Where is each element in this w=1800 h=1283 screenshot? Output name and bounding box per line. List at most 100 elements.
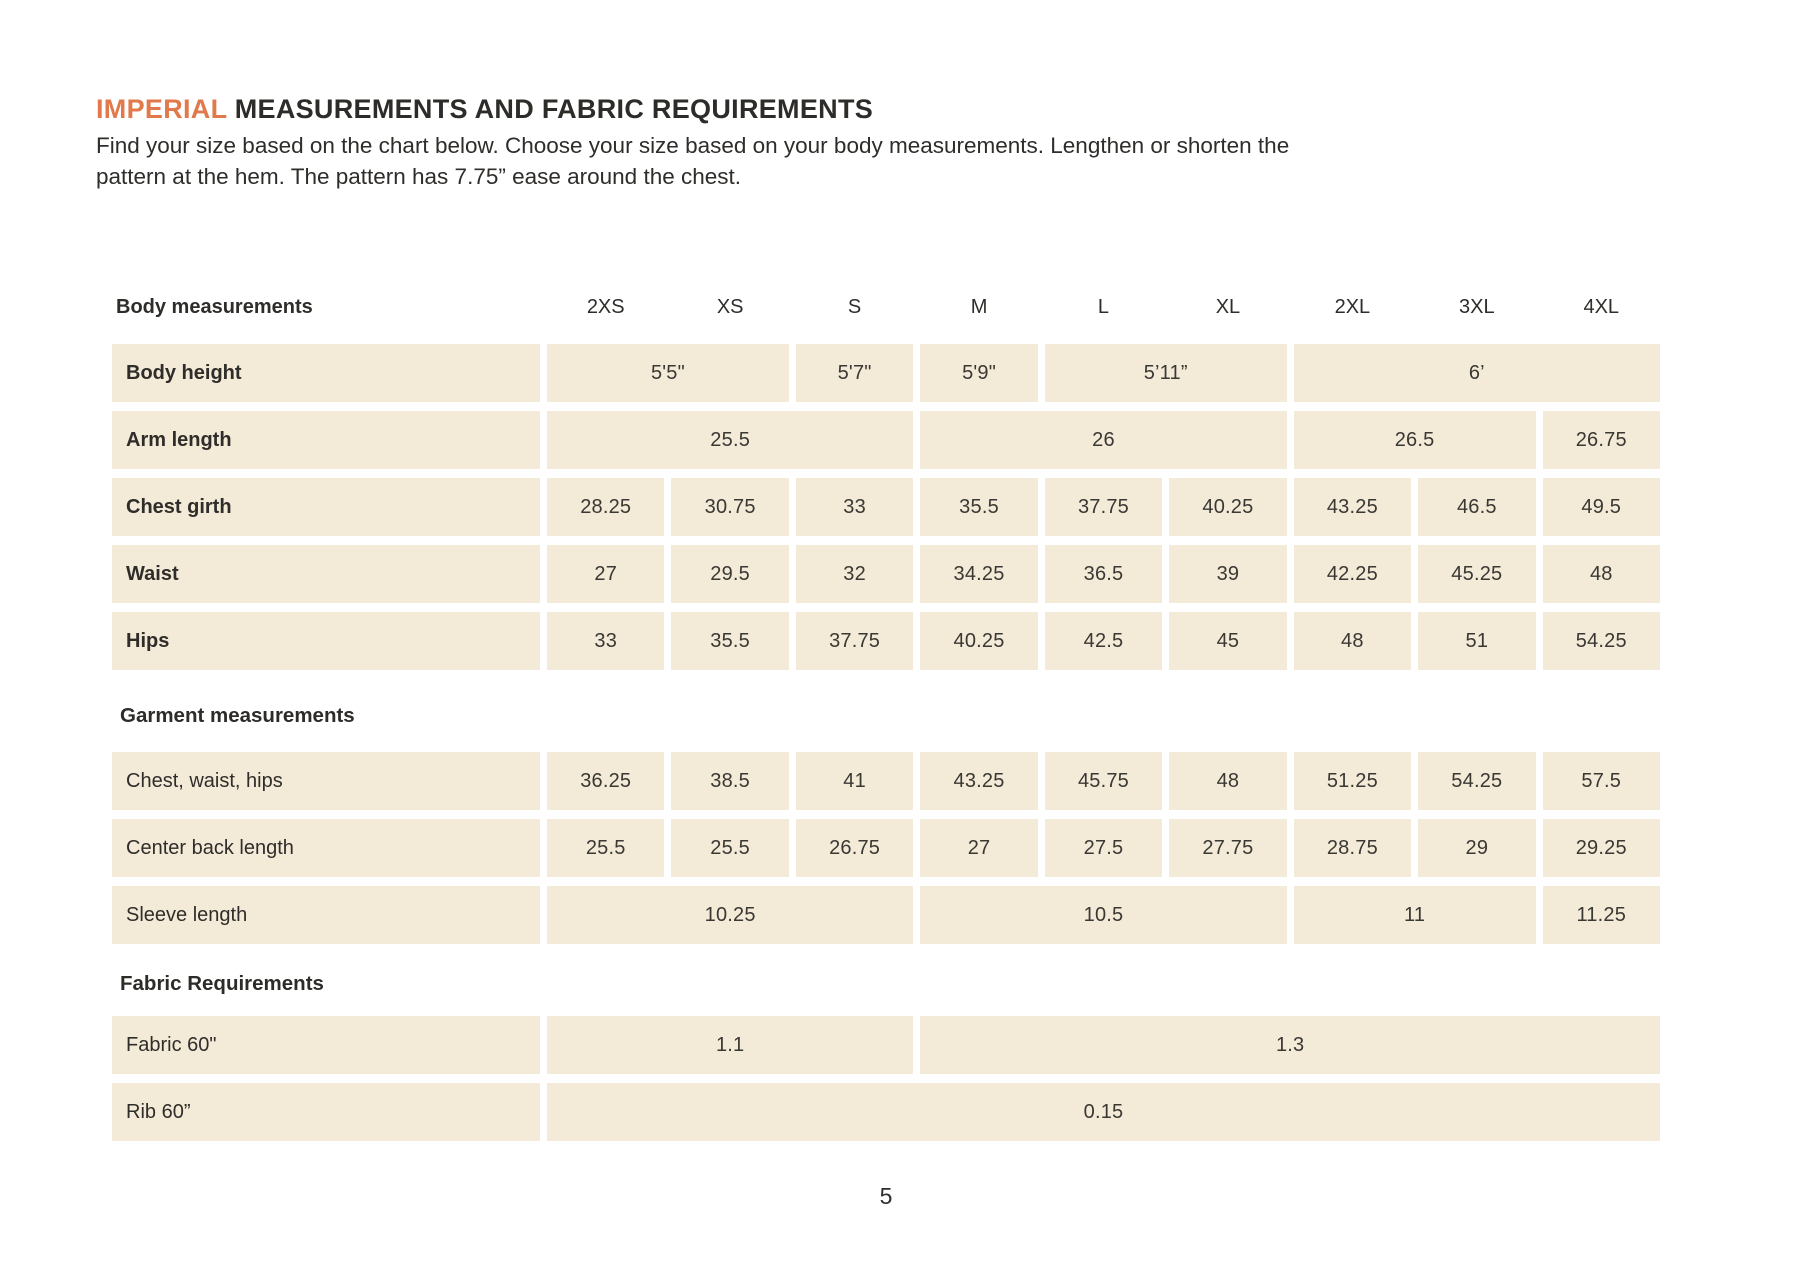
row-label: Center back length [112, 819, 540, 877]
table-row: Hips 33 35.5 37.75 40.25 42.5 45 48 51 54.25 [112, 612, 1660, 670]
table-section: Body height 5'5" 5'7" 5'9" 5’11” 6’ Arm length… [112, 344, 1660, 670]
table-cell: 39 [1169, 545, 1287, 603]
table-cell: 30.75 [671, 478, 789, 536]
table-section: Fabric 60" 1.1 1.3 Rib 60” 0.15 [112, 1016, 1660, 1141]
table-section: Chest, waist, hips 36.25 38.5 41 43.25 45.75 4… [112, 752, 1660, 944]
table-cell: 25.5 [547, 819, 665, 877]
table-row: Body height 5'5" 5'7" 5'9" 5’11” 6’ [112, 344, 1660, 402]
table-cell: 32 [795, 545, 914, 603]
table-cell: 49.5 [1542, 478, 1660, 536]
row-label: Chest, waist, hips [112, 752, 540, 810]
table-cell: 5’11” [1044, 344, 1287, 402]
section-heading: Fabric Requirements [120, 972, 324, 995]
table-row: Waist 27 29.5 32 34.25 36.5 39 42.25 45.25 48 [112, 545, 1660, 603]
table-cell: 38.5 [671, 752, 789, 810]
table-row: Center back length 25.5 25.5 26.75 27 27.5 27.… [112, 819, 1660, 877]
page-number: 5 [879, 1183, 893, 1209]
row-label: Waist [112, 545, 540, 603]
page-title-highlight: IMPERIAL [96, 94, 227, 124]
table-cell: 5'7" [795, 344, 914, 402]
table-cell: 42.25 [1293, 545, 1412, 603]
page-title-rest: MEASUREMENTS AND FABRIC REQUIREMENTS [226, 94, 874, 124]
size-column-header: XL [1215, 295, 1241, 318]
table-cell: 29.25 [1542, 819, 1660, 877]
table-cell: 45.75 [1044, 752, 1163, 810]
table-cell: 27 [547, 545, 665, 603]
size-column-header: L [1097, 295, 1110, 318]
section-heading: Garment measurements [120, 704, 355, 727]
table-cell: 5'9" [920, 344, 1038, 402]
table-cell: 5'5" [547, 344, 789, 402]
table-cell: 40.25 [1169, 478, 1287, 536]
table-cell: 26 [920, 411, 1287, 469]
size-chart-table: Body measurements 2XS XS S M L XL 2XL 3XL 4XL Body… [112, 292, 1660, 1141]
table-cell: 25.5 [671, 819, 789, 877]
table-row: Sleeve length 10.25 10.5 11 11.25 [112, 886, 1660, 944]
table-cell: 43.25 [1293, 478, 1412, 536]
table-row: Fabric 60" 1.1 1.3 [112, 1016, 1660, 1074]
table-cell: 48 [1293, 612, 1412, 670]
size-column-header: 2XS [586, 295, 625, 318]
table-row: Chest, waist, hips 36.25 38.5 41 43.25 45.75 4… [112, 752, 1660, 810]
row-label: Sleeve length [112, 886, 540, 944]
table-cell: 35.5 [671, 612, 789, 670]
subtitle-line-2: pattern at the hem. The pattern has 7.75… [96, 164, 742, 189]
table-cell: 29 [1418, 819, 1536, 877]
table-cell: 43.25 [920, 752, 1038, 810]
table-cell: 10.5 [920, 886, 1287, 944]
table-cell: 41 [795, 752, 914, 810]
table-cell: 25.5 [547, 411, 914, 469]
document-page: IMPERIAL MEASUREMENTS AND FABRIC REQUIRE… [96, 92, 1800, 1209]
table-cell: 57.5 [1542, 752, 1660, 810]
subtitle-line-1: Find your size based on the chart below.… [96, 133, 1290, 158]
table-cell: 51.25 [1293, 752, 1412, 810]
table-cell: 1.3 [920, 1016, 1660, 1074]
table-cell: 27.5 [1044, 819, 1163, 877]
table-cell: 11 [1293, 886, 1536, 944]
table-cell: 46.5 [1418, 478, 1536, 536]
table-cell: 36.5 [1044, 545, 1163, 603]
size-column-header: XS [716, 295, 744, 318]
size-column-header: S [847, 295, 862, 318]
row-label: Body height [112, 344, 540, 402]
table-cell: 34.25 [920, 545, 1038, 603]
size-column-header: 4XL [1583, 295, 1620, 318]
table-cell: 27.75 [1169, 819, 1287, 877]
row-label: Rib 60” [112, 1083, 540, 1141]
table-cell: 26.75 [795, 819, 914, 877]
table-header-label: Body measurements [116, 295, 313, 318]
table-cell: 33 [547, 612, 665, 670]
row-label: Fabric 60" [112, 1016, 540, 1074]
table-cell: 1.1 [547, 1016, 914, 1074]
table-cell: 26.5 [1293, 411, 1536, 469]
row-label: Chest girth [112, 478, 540, 536]
table-cell: 45.25 [1418, 545, 1536, 603]
table-row: Rib 60” 0.15 [112, 1083, 1660, 1141]
table-cell: 35.5 [920, 478, 1038, 536]
table-cell: 37.75 [1044, 478, 1163, 536]
table-cell: 28.25 [547, 478, 665, 536]
table-cell: 48 [1169, 752, 1287, 810]
table-cell: 54.25 [1418, 752, 1536, 810]
size-column-header: M [970, 295, 988, 318]
page-title: IMPERIAL MEASUREMENTS AND FABRIC REQUIRE… [96, 92, 1800, 126]
table-cell: 42.5 [1044, 612, 1163, 670]
table-cell: 10.25 [547, 886, 914, 944]
size-column-header: 3XL [1459, 295, 1495, 318]
table-cell: 54.25 [1542, 612, 1660, 670]
row-label: Hips [112, 612, 540, 670]
table-cell: 28.75 [1293, 819, 1412, 877]
page-subtitle: Find your size based on the chart below.… [96, 130, 1800, 192]
table-cell: 51 [1418, 612, 1536, 670]
size-column-header: 2XL [1334, 295, 1371, 318]
table-cell: 36.25 [547, 752, 665, 810]
table-cell: 27 [920, 819, 1038, 877]
table-cell: 26.75 [1542, 411, 1660, 469]
table-header-row: Body measurements 2XS XS S M L XL 2XL 3XL 4XL [112, 292, 1660, 322]
table-cell: 40.25 [920, 612, 1038, 670]
table-cell: 45 [1169, 612, 1287, 670]
table-row: Chest girth 28.25 30.75 33 35.5 37.75 40.25 43.… [112, 478, 1660, 536]
table-cell: 37.75 [795, 612, 914, 670]
table-row: Arm length 25.5 26 26.5 26.75 [112, 411, 1660, 469]
row-label: Arm length [112, 411, 540, 469]
